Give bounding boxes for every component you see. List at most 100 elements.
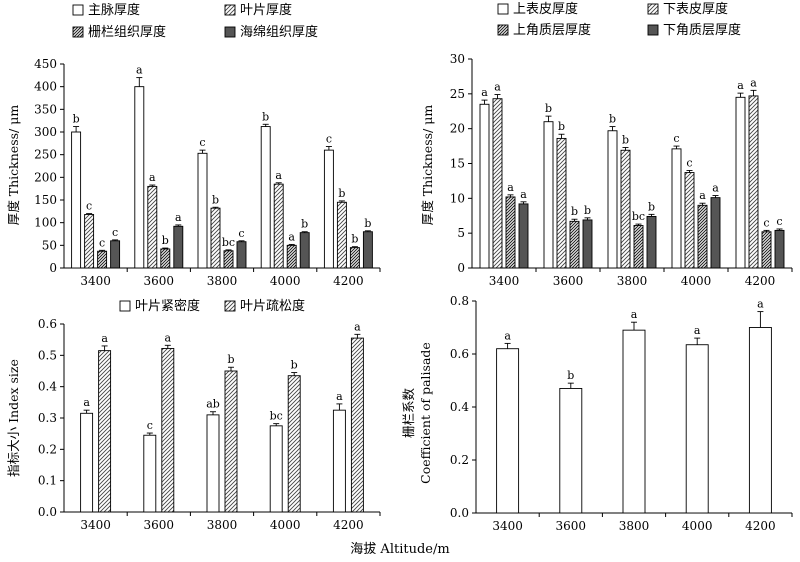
y-axis-label: 厚度 Thickness/ μm <box>6 105 21 226</box>
x-tick-label: 3800 <box>207 274 238 288</box>
y-tick-label: 0.0 <box>450 506 469 520</box>
y-tick-label: 150 <box>34 193 57 207</box>
bar <box>71 131 82 269</box>
significance-label: c <box>763 216 769 229</box>
significance-label: bc <box>632 210 645 223</box>
bar <box>332 409 346 513</box>
y-axis-label: 厚度 Thickness/ μm <box>420 105 435 226</box>
y-tick-label: 0.2 <box>450 453 469 467</box>
significance-label: a <box>275 169 282 182</box>
bar <box>197 152 208 269</box>
y-tick-label: 0 <box>49 261 57 275</box>
bar <box>160 248 171 269</box>
y-tick-label: 300 <box>34 125 57 139</box>
legend-swatch <box>72 4 84 16</box>
significance-label: c <box>776 215 782 228</box>
significance-label: c <box>147 419 153 432</box>
significance-label: a <box>149 171 156 184</box>
y-tick-label: 0.4 <box>38 380 57 394</box>
y-tick-label: 250 <box>34 148 57 162</box>
x-tick-label: 4000 <box>270 518 301 532</box>
legend-label: 上表皮厚度 <box>513 1 578 17</box>
significance-label: a <box>737 79 744 92</box>
legend-swatch <box>224 300 236 312</box>
bar <box>134 86 145 269</box>
bar <box>505 196 516 269</box>
bar <box>260 126 271 269</box>
bar <box>84 214 95 269</box>
legend-label: 上角质层厚度 <box>513 22 591 38</box>
significance-label: a <box>354 320 361 333</box>
bar <box>224 370 238 513</box>
significance-label: a <box>712 182 719 195</box>
bar <box>350 337 364 513</box>
bar <box>492 98 503 269</box>
bar <box>710 197 721 269</box>
significance-label: ab <box>206 398 220 411</box>
y-axis-label: 指标大小 Index size <box>6 359 21 477</box>
significance-label: b <box>351 233 358 246</box>
y-tick-label: 0.5 <box>38 348 57 362</box>
bar <box>518 203 529 269</box>
bar <box>269 425 283 513</box>
y-tick-label: 400 <box>34 80 57 94</box>
legend-swatch <box>497 24 509 36</box>
bar <box>622 329 646 514</box>
significance-label: b <box>545 102 552 115</box>
legend: 叶片紧密度 叶片疏松度 <box>119 298 305 314</box>
bar <box>161 347 175 513</box>
y-tick-label: 0.3 <box>38 411 57 425</box>
legend-swatch <box>647 24 659 36</box>
y-tick-label: 0 <box>457 261 465 275</box>
x-tick-label: 3800 <box>619 519 650 533</box>
legend-swatch <box>497 3 509 15</box>
bar <box>110 240 121 269</box>
y-tick-label: 15 <box>450 157 465 171</box>
bar <box>697 204 708 269</box>
x-tick-label: 4000 <box>270 274 301 288</box>
bar <box>273 183 284 269</box>
bar <box>748 95 759 269</box>
bar <box>761 231 772 269</box>
bar <box>299 232 310 269</box>
bar <box>735 96 746 269</box>
significance-label: b <box>262 110 269 123</box>
bar <box>362 231 373 269</box>
x-tick-label: 3600 <box>144 274 175 288</box>
significance-label: a <box>136 64 143 77</box>
bar <box>774 229 785 269</box>
bar <box>97 250 108 269</box>
significance-label: b <box>73 113 80 126</box>
significance-label: b <box>622 133 629 146</box>
x-tick-label: 4200 <box>745 274 776 288</box>
significance-label: b <box>162 234 169 247</box>
y-tick-label: 450 <box>34 57 57 71</box>
significance-label: a <box>481 86 488 99</box>
significance-label: c <box>99 236 105 249</box>
legend-swatch <box>224 4 236 16</box>
x-tick-label: 3600 <box>144 518 175 532</box>
bar <box>223 250 234 269</box>
significance-label: a <box>699 189 706 202</box>
y-tick-label: 0.2 <box>38 442 57 456</box>
y-tick-label: 30 <box>450 52 465 66</box>
x-axis-label: 海拔 Altitude/m <box>350 542 449 557</box>
bar <box>556 137 567 269</box>
x-tick-label: 3400 <box>492 519 523 533</box>
bar <box>236 241 247 269</box>
x-tick-label: 4000 <box>682 519 713 533</box>
bar <box>479 103 490 269</box>
bar <box>80 412 94 513</box>
bar <box>173 225 184 269</box>
significance-label: a <box>757 298 764 311</box>
x-tick-label: 3600 <box>553 274 584 288</box>
significance-label: bc <box>270 410 283 423</box>
x-tick-label: 3400 <box>80 274 111 288</box>
legend-swatch <box>72 26 84 38</box>
legend-label: 下角质层厚度 <box>663 22 741 38</box>
significance-label: a <box>165 331 172 344</box>
y-tick-label: 50 <box>42 238 57 252</box>
